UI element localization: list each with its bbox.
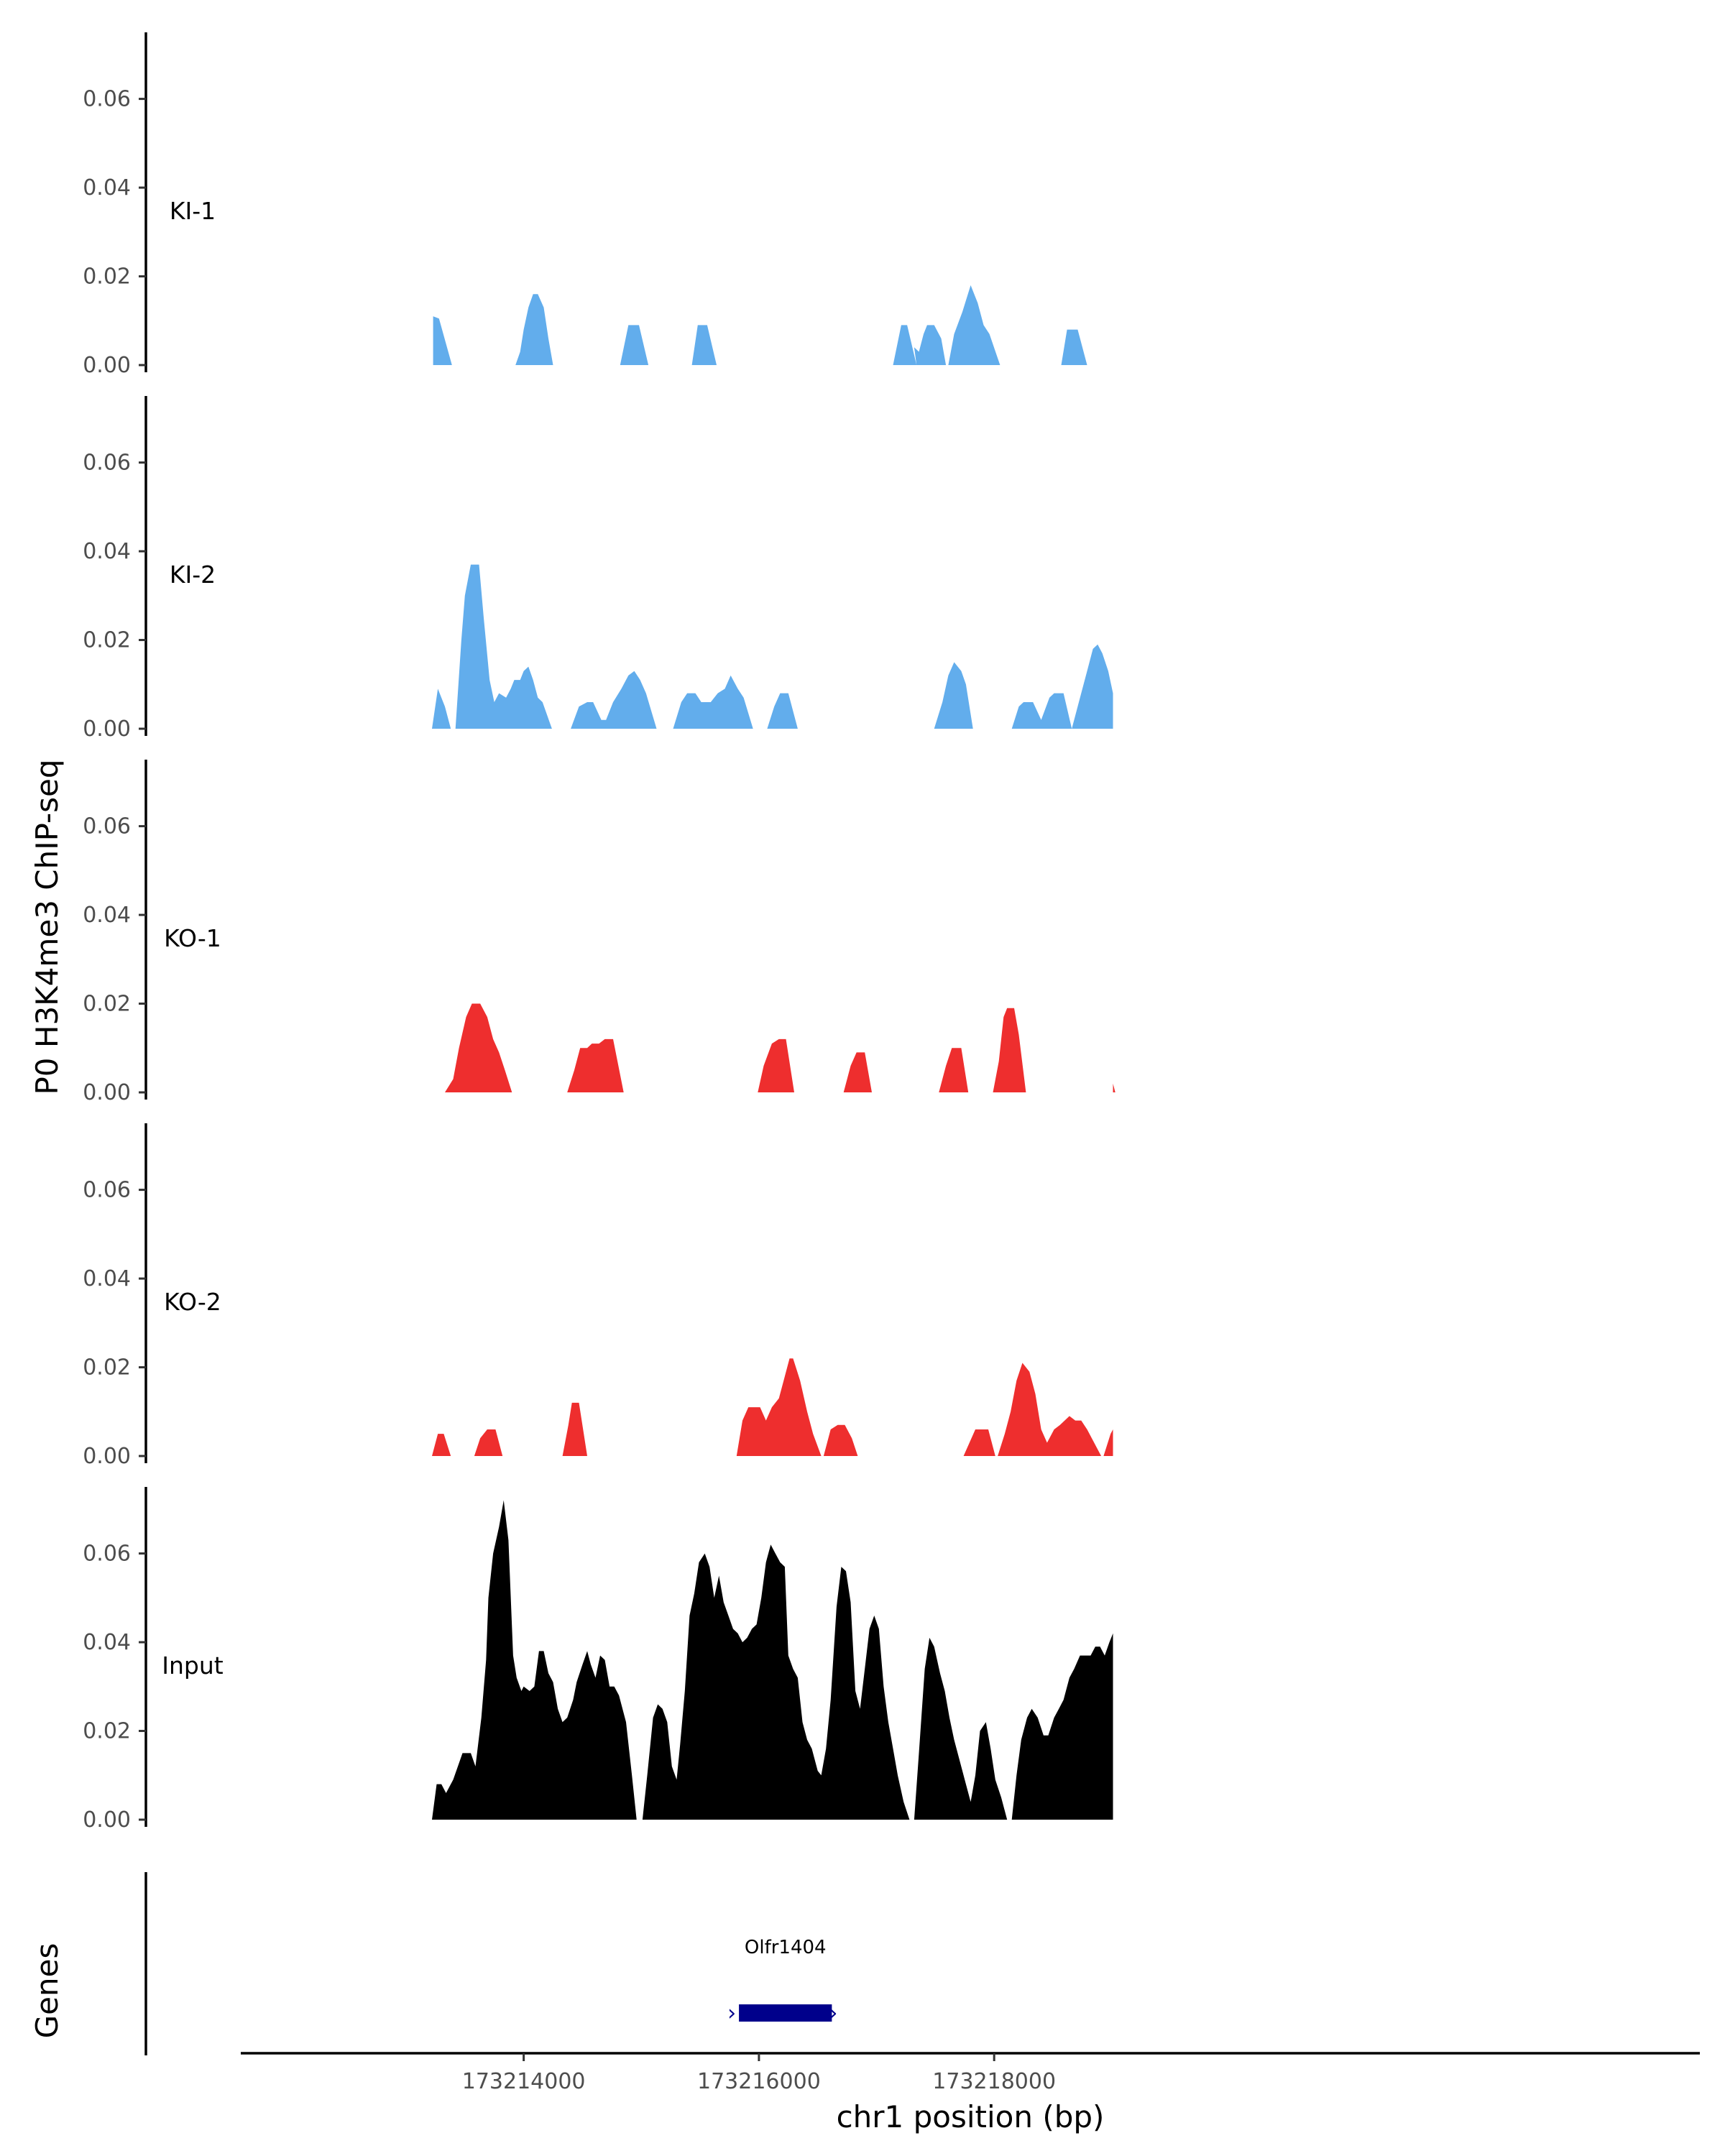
x-tick-label: 173218000 <box>932 2069 1056 2094</box>
y-tick-label: 0.00 <box>83 353 131 378</box>
track-ki-2: 0.00 0.02 0.04 0.06 KI-2 <box>83 396 1113 742</box>
y-tick-label: 0.04 <box>83 1266 131 1291</box>
x-tick-label: 173216000 <box>697 2069 821 2094</box>
gene-label: Olfr1404 <box>745 1937 827 1958</box>
y-tick-label: 0.06 <box>83 814 131 839</box>
gene-track: › › Olfr1404 <box>144 1872 837 2055</box>
signal-area <box>445 1003 1116 1092</box>
y-tick-label: 0.06 <box>83 1542 131 1567</box>
y-tick-label: 0.02 <box>83 1719 131 1744</box>
genes-axis-title: Genes <box>29 1943 65 2039</box>
gene-body <box>739 2004 832 2022</box>
y-tick-label: 0.06 <box>83 1178 131 1203</box>
x-axis: 173214000 173216000 173218000 <box>241 2052 1700 2094</box>
track-label: KO-2 <box>164 1288 221 1316</box>
tracks-layer: 0.00 0.02 0.04 0.06 KI-1 0.00 0.02 0.04 0.06 KI-2… <box>83 32 1116 1833</box>
y-tick-label: 0.00 <box>83 1080 131 1105</box>
y-tick-label: 0.04 <box>83 903 131 928</box>
y-tick-label: 0.00 <box>83 1807 131 1833</box>
y-axis-title: P0 H3K4me3 ChIP-seq <box>29 759 65 1095</box>
track-ko-1: 0.00 0.02 0.04 0.06 KO-1 <box>83 760 1116 1105</box>
y-tick-label: 0.06 <box>83 451 131 476</box>
y-tick-label: 0.06 <box>83 87 131 112</box>
track-label: KO-1 <box>164 924 221 952</box>
strand-marker: › <box>829 2001 837 2026</box>
y-tick-label: 0.02 <box>83 1355 131 1381</box>
signal-area <box>433 285 1087 365</box>
y-tick-label: 0.00 <box>83 717 131 742</box>
x-axis-title: chr1 position (bp) <box>837 2099 1105 2134</box>
y-tick-label: 0.04 <box>83 1630 131 1655</box>
gene-olfr1404: › › Olfr1404 <box>727 1937 837 2026</box>
track-ki-1: 0.00 0.02 0.04 0.06 KI-1 <box>83 32 1087 378</box>
y-tick-label: 0.04 <box>83 175 131 201</box>
y-tick-label: 0.02 <box>83 628 131 653</box>
track-ko-2: 0.00 0.02 0.04 0.06 KO-2 <box>83 1123 1113 1469</box>
track-label: Input <box>162 1651 224 1680</box>
y-tick-label: 0.04 <box>83 539 131 564</box>
signal-area <box>432 1500 1113 1820</box>
y-tick-label: 0.02 <box>83 992 131 1017</box>
track-label: KI-2 <box>170 561 216 589</box>
signal-area <box>432 1358 1113 1456</box>
strand-marker: › <box>727 2001 736 2026</box>
track-label: KI-1 <box>170 197 216 225</box>
track-input: 0.00 0.02 0.04 0.06 Input <box>83 1487 1113 1833</box>
y-tick-label: 0.02 <box>83 264 131 290</box>
y-tick-label: 0.00 <box>83 1444 131 1469</box>
x-tick-label: 173214000 <box>462 2069 586 2094</box>
signal-area <box>432 564 1113 729</box>
